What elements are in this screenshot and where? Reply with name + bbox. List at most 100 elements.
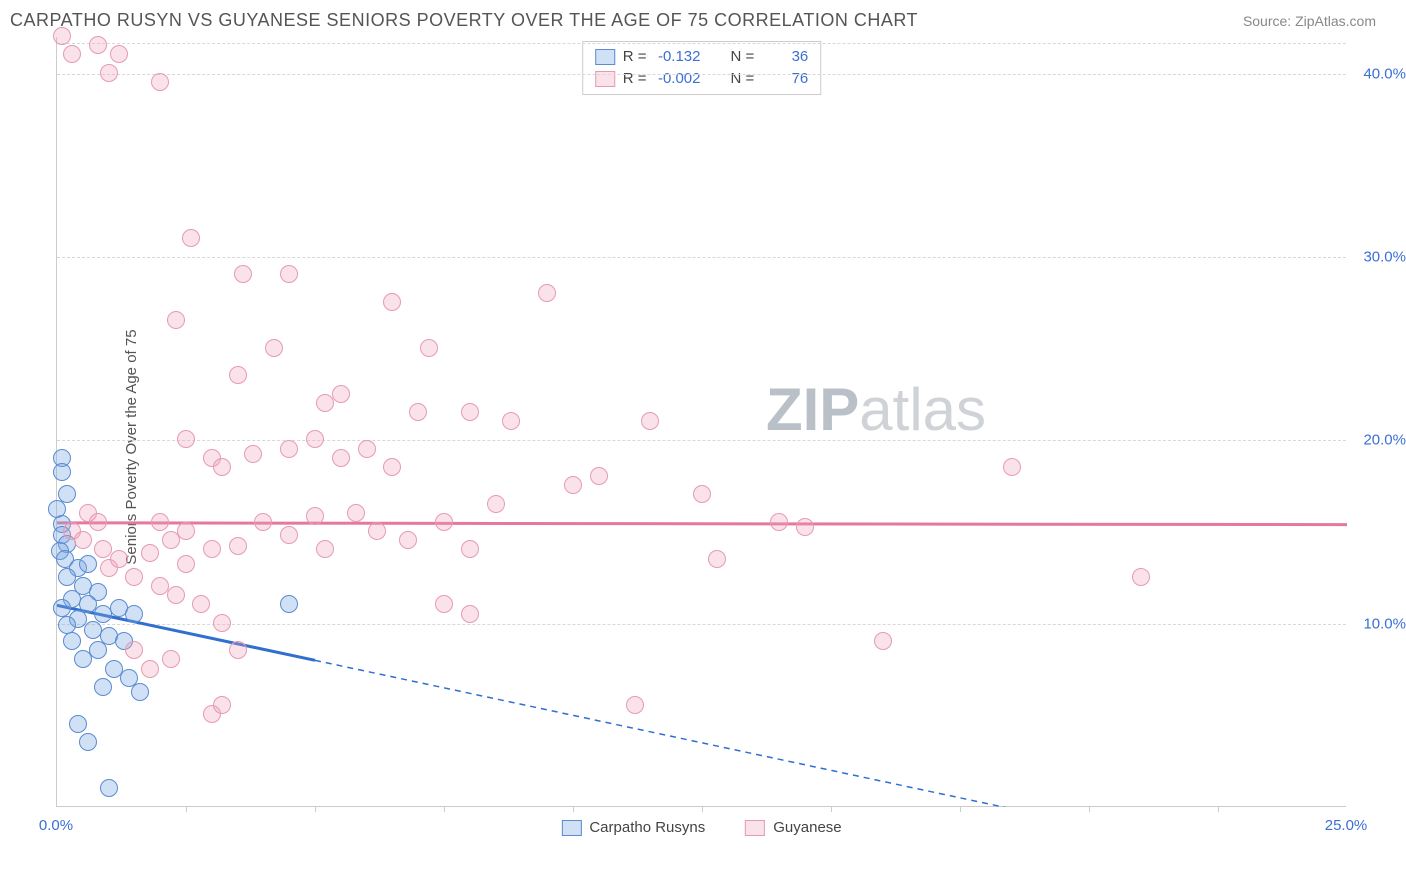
- data-point: [110, 45, 128, 63]
- y-tick-label: 10.0%: [1351, 615, 1406, 632]
- source-attribution: Source: ZipAtlas.com: [1243, 13, 1376, 29]
- data-point: [1003, 458, 1021, 476]
- data-point: [53, 463, 71, 481]
- data-point: [125, 568, 143, 586]
- data-point: [796, 518, 814, 536]
- data-point: [280, 526, 298, 544]
- data-point: [693, 485, 711, 503]
- data-point: [316, 540, 334, 558]
- trend-lines: [57, 37, 1347, 807]
- data-point: [383, 293, 401, 311]
- gridline: [57, 43, 1346, 44]
- data-point: [368, 522, 386, 540]
- trend-line-dashed: [315, 660, 1347, 807]
- chart-title: CARPATHO RUSYN VS GUYANESE SENIORS POVER…: [10, 10, 918, 31]
- data-point: [63, 45, 81, 63]
- data-point: [89, 641, 107, 659]
- correlation-stats-box: R =-0.132N =36R = -0.002 N = 76: [582, 41, 822, 95]
- data-point: [110, 550, 128, 568]
- data-point: [564, 476, 582, 494]
- x-tick-mark: [444, 806, 445, 812]
- data-point: [280, 595, 298, 613]
- legend-swatch: [595, 49, 615, 65]
- stats-row: R = -0.002 N = 76: [595, 68, 809, 90]
- data-point: [409, 403, 427, 421]
- stats-row: R =-0.132N =36: [595, 46, 809, 68]
- data-point: [167, 311, 185, 329]
- trend-line-solid: [57, 523, 1347, 525]
- data-point: [162, 650, 180, 668]
- data-point: [435, 513, 453, 531]
- data-point: [244, 445, 262, 463]
- data-point: [167, 586, 185, 604]
- data-point: [213, 458, 231, 476]
- data-point: [332, 449, 350, 467]
- data-point: [182, 229, 200, 247]
- data-point: [708, 550, 726, 568]
- data-point: [590, 467, 608, 485]
- data-point: [626, 696, 644, 714]
- x-tick-mark: [1089, 806, 1090, 812]
- data-point: [420, 339, 438, 357]
- x-tick-mark: [831, 806, 832, 812]
- data-point: [177, 522, 195, 540]
- data-point: [461, 540, 479, 558]
- data-point: [1132, 568, 1150, 586]
- x-tick-mark: [1218, 806, 1219, 812]
- data-point: [58, 616, 76, 634]
- data-point: [461, 605, 479, 623]
- source-name: ZipAtlas.com: [1295, 13, 1376, 29]
- stat-label-n: N =: [731, 68, 755, 90]
- data-point: [383, 458, 401, 476]
- data-point: [79, 555, 97, 573]
- data-point: [74, 531, 92, 549]
- legend-swatch: [745, 820, 765, 836]
- data-point: [306, 430, 324, 448]
- stat-label-r: R =: [623, 46, 647, 68]
- data-point: [63, 632, 81, 650]
- scatter-plot: ZIPatlas R =-0.132N =36R =-0.002N =76 Ca…: [56, 37, 1346, 807]
- legend-swatch: [561, 820, 581, 836]
- x-tick-label: 0.0%: [39, 817, 73, 834]
- data-point: [192, 595, 210, 613]
- data-point: [89, 513, 107, 531]
- data-point: [332, 385, 350, 403]
- y-tick-label: 20.0%: [1351, 432, 1406, 449]
- data-point: [177, 555, 195, 573]
- x-tick-mark: [186, 806, 187, 812]
- data-point: [265, 339, 283, 357]
- watermark-rest: atlas: [859, 376, 986, 443]
- data-point: [229, 366, 247, 384]
- gridline: [57, 74, 1346, 75]
- data-point: [100, 64, 118, 82]
- data-point: [141, 660, 159, 678]
- data-point: [69, 715, 87, 733]
- data-point: [89, 36, 107, 54]
- stat-value-r: -0.002: [655, 68, 701, 90]
- legend-item: Guyanese: [745, 819, 841, 836]
- legend-label: Carpatho Rusyns: [589, 819, 705, 836]
- data-point: [94, 678, 112, 696]
- gridline: [57, 440, 1346, 441]
- data-point: [151, 73, 169, 91]
- data-point: [874, 632, 892, 650]
- data-point: [79, 733, 97, 751]
- data-point: [435, 595, 453, 613]
- data-point: [74, 650, 92, 668]
- data-point: [280, 265, 298, 283]
- data-point: [502, 412, 520, 430]
- chart-area: Seniors Poverty Over the Age of 75 ZIPat…: [10, 37, 1376, 857]
- stat-label-r: R =: [623, 68, 647, 90]
- data-point: [461, 403, 479, 421]
- stat-value-n: 76: [762, 68, 808, 90]
- data-point: [358, 440, 376, 458]
- data-point: [641, 412, 659, 430]
- source-prefix: Source:: [1243, 13, 1295, 29]
- series-legend: Carpatho Rusyns Guyanese: [561, 819, 841, 836]
- data-point: [399, 531, 417, 549]
- data-point: [151, 513, 169, 531]
- gridline: [57, 257, 1346, 258]
- data-point: [254, 513, 272, 531]
- stat-value-n: 36: [762, 46, 808, 68]
- data-point: [487, 495, 505, 513]
